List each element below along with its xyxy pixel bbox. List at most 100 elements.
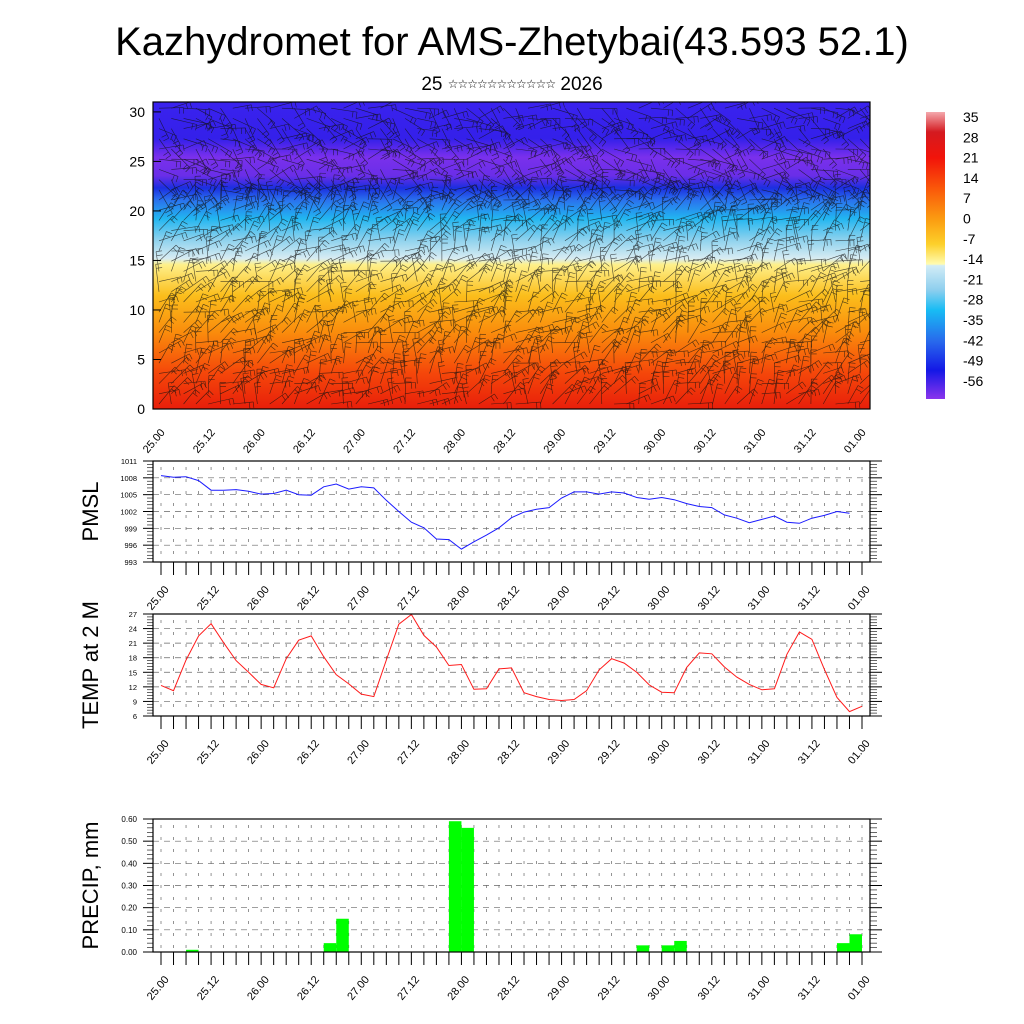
series-line — [160, 613, 863, 713]
x-tick-label: 31.12 — [792, 427, 819, 456]
x-tick-label: 28.00 — [441, 427, 468, 456]
y-tick-label: 1011 — [121, 457, 137, 466]
x-tick-label: 29.12 — [596, 974, 623, 1003]
x-tick-label: 31.12 — [796, 738, 823, 767]
colorbar-label: 35 — [963, 109, 979, 125]
y-tick-label: 1008 — [120, 474, 137, 483]
temp-chart: 27 24 21 18 15 12 9 6 25.00 25.12 26.00 26.12 27.00 2… — [78, 601, 882, 767]
x-tick-label: 30.00 — [646, 584, 673, 613]
precip-bar — [186, 949, 199, 952]
x-tick-label: 27.12 — [391, 427, 418, 456]
y-tick-label: 0.10 — [121, 926, 137, 935]
x-tick-label: 27.00 — [341, 427, 368, 456]
x-tick-label: 27.12 — [395, 974, 422, 1003]
y-tick-label: 996 — [124, 541, 137, 550]
x-tick-label: 30.00 — [642, 427, 669, 456]
x-tick-label: 01.00 — [846, 738, 873, 767]
precip-bar — [448, 821, 462, 952]
colorbar-label: -49 — [963, 353, 983, 369]
y-tick-label: 27 — [129, 610, 137, 619]
x-tick-label: 30.00 — [646, 974, 673, 1003]
y-axis-title: TEMP at 2 M — [78, 601, 103, 729]
x-tick-label: 30.00 — [646, 738, 673, 767]
x-tick-label: 29.12 — [596, 584, 623, 613]
y-tick-label: 999 — [124, 524, 137, 533]
y-tick-label: 20 — [129, 203, 145, 219]
x-tick-label: 31.00 — [742, 427, 769, 456]
temperature-cross-section: 0 5 10 15 20 25 30 25.00 25.12 26.00 26.12 27.00 27… — [129, 101, 871, 456]
y-tick-label: 21 — [129, 639, 137, 648]
panel-frame — [152, 613, 871, 717]
x-tick-label: 26.12 — [295, 584, 322, 613]
x-tick-label: 27.12 — [395, 584, 422, 613]
y-tick-label: 10 — [129, 302, 145, 318]
x-tick-label: 30.12 — [696, 974, 723, 1003]
x-tick-label: 26.12 — [295, 974, 322, 1003]
y-tick-label: 0 — [137, 401, 145, 417]
x-tick-label: 26.12 — [295, 738, 322, 767]
colorbar-label: -56 — [963, 373, 983, 389]
x-tick-label: 28.12 — [495, 974, 522, 1003]
colorbar-label: 7 — [963, 190, 971, 206]
x-tick-label: 01.00 — [846, 584, 873, 613]
y-axis-title: PRECIP, mm — [78, 822, 103, 950]
x-tick-label: 27.00 — [345, 974, 372, 1003]
x-tick-label: 29.00 — [541, 427, 568, 456]
x-tick-label: 29.12 — [592, 427, 619, 456]
precip-bar — [661, 945, 675, 952]
y-tick-label: 0.30 — [121, 882, 137, 891]
precip-bar — [836, 943, 850, 952]
x-tick-label: 27.00 — [345, 738, 372, 767]
colorbar-label: -35 — [963, 312, 983, 328]
top-panel-frame — [152, 101, 871, 410]
subtitle-month-glyphs: ☆☆☆☆☆☆☆☆☆☆☆ — [447, 77, 556, 91]
y-axis-title: PMSL — [78, 482, 103, 542]
colorbar-label: -14 — [963, 251, 983, 267]
y-tick-label: 5 — [137, 351, 145, 367]
y-tick-label: 0.00 — [121, 948, 137, 957]
subtitle-year: 2026 — [560, 74, 603, 95]
colorbar-label: -21 — [963, 271, 983, 287]
x-tick-label: 25.00 — [145, 974, 172, 1003]
colorbar-label: -7 — [963, 231, 976, 247]
x-tick-label: 27.12 — [395, 738, 422, 767]
x-tick-label: 26.00 — [245, 738, 272, 767]
y-tick-label: 6 — [133, 712, 137, 721]
x-tick-label: 26.00 — [245, 584, 272, 613]
colorbar-scale — [926, 112, 945, 399]
x-tick-label: 25.00 — [145, 738, 172, 767]
colorbar-label: 28 — [963, 129, 979, 145]
y-tick-label: 0.40 — [121, 859, 137, 868]
precip-bar — [636, 945, 650, 952]
warm-core — [163, 329, 260, 409]
y-tick-label: 15 — [129, 252, 145, 268]
precip-bar — [674, 940, 687, 952]
x-tick-label: 01.00 — [842, 427, 869, 456]
pmsl-chart: 1011 1008 1005 1002 999 996 993 25.00 25.12 26.00… — [78, 457, 882, 613]
wind-barbs — [155, 102, 870, 409]
x-tick-label: 26.12 — [291, 427, 318, 456]
colorbar: 35 28 21 14 7 0 -7 -14 -21 -28 -35 -42 -49 -56 — [926, 109, 983, 399]
x-tick-label: 31.12 — [796, 974, 823, 1003]
x-tick-label: 29.00 — [545, 738, 572, 767]
x-tick-label: 28.00 — [445, 974, 472, 1003]
chart-subtitle: 25 ☆☆☆☆☆☆☆☆☆☆☆ 2026 — [0, 73, 1024, 96]
x-tick-label: 28.12 — [495, 584, 522, 613]
y-tick-label: 18 — [129, 654, 137, 663]
x-tick-label: 29.00 — [545, 974, 572, 1003]
y-tick-label: 12 — [129, 683, 137, 692]
x-tick-label: 30.12 — [696, 584, 723, 613]
precip-bar — [461, 827, 474, 952]
x-tick-label: 31.00 — [746, 974, 773, 1003]
x-tick-label: 25.12 — [195, 974, 222, 1003]
x-tick-label: 31.00 — [746, 738, 773, 767]
precip-bar — [323, 943, 337, 952]
chart-title: Kazhydromet for AMS-Zhetybai(43.593 52.1… — [115, 20, 909, 64]
colorbar-label: 14 — [963, 170, 979, 186]
y-tick-label: 0.50 — [121, 837, 137, 846]
y-tick-label: 993 — [124, 558, 137, 567]
x-tick-label: 27.00 — [345, 584, 372, 613]
colorbar-label: -28 — [963, 292, 983, 308]
y-tick-label: 25 — [129, 153, 145, 169]
colorbar-label: -42 — [963, 332, 983, 348]
